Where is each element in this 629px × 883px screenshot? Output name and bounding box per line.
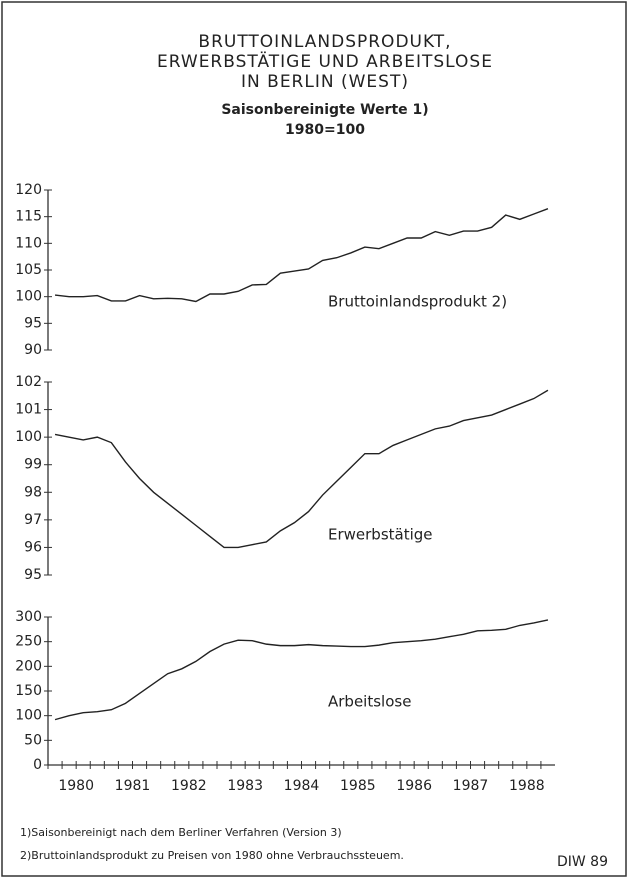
y-tick-label: 50: [24, 732, 42, 748]
x-tick-label: 1984: [284, 778, 320, 794]
x-tick-label: 1983: [227, 778, 263, 794]
y-tick-label: 95: [24, 567, 42, 583]
y-tick-label: 96: [24, 539, 42, 555]
x-tick-label: 1982: [171, 778, 207, 794]
subtitle-line: Saisonbereinigte Werte 1): [221, 102, 428, 118]
y-tick-label: 105: [15, 262, 42, 278]
y-tick-label: 100: [15, 289, 42, 305]
x-tick-label: 1980: [58, 778, 94, 794]
y-tick-label: 102: [15, 374, 42, 390]
title-line: IN BERLIN (WEST): [241, 72, 409, 92]
x-tick-label: 1988: [509, 778, 545, 794]
y-tick-label: 97: [24, 512, 42, 528]
series-annotation: Bruttoinlandsprodukt 2): [328, 293, 507, 311]
x-tick-label: 1986: [396, 778, 432, 794]
y-tick-label: 99: [24, 457, 42, 473]
y-tick-label: 0: [33, 757, 42, 773]
y-tick-label: 110: [15, 235, 42, 251]
y-tick-label: 101: [15, 402, 42, 418]
title-line: BRUTTOINLANDSPRODUKT,: [198, 32, 451, 52]
x-tick-label: 1987: [453, 778, 489, 794]
series-line: [54, 208, 549, 303]
y-tick-label: 90: [24, 342, 42, 358]
series-annotation: Erwerbstätige: [328, 526, 433, 544]
y-tick-label: 100: [15, 708, 42, 724]
footnote: 1)Saisonbereinigt nach dem Berliner Verf…: [20, 826, 342, 839]
y-tick-label: 120: [15, 182, 42, 198]
subtitle-line: 1980=100: [285, 122, 365, 138]
y-tick-label: 100: [15, 429, 42, 445]
y-tick-label: 250: [15, 634, 42, 650]
series-annotation: Arbeitslose: [328, 693, 411, 711]
footnote: 2)Bruttoinlandsprodukt zu Preisen von 19…: [20, 849, 404, 862]
title-line: ERWERBSTÄTIGE UND ARBEITSLOSE: [157, 51, 493, 72]
source: DIW 89: [557, 854, 608, 870]
series-line: [54, 389, 549, 549]
x-tick-label: 1981: [115, 778, 151, 794]
y-tick-label: 200: [15, 658, 42, 674]
y-tick-label: 98: [24, 484, 42, 500]
series-line: [54, 619, 549, 721]
y-tick-label: 150: [15, 683, 42, 699]
y-tick-label: 115: [15, 209, 42, 225]
y-tick-label: 95: [24, 315, 42, 331]
x-tick-label: 1985: [340, 778, 376, 794]
y-tick-label: 300: [15, 609, 42, 625]
